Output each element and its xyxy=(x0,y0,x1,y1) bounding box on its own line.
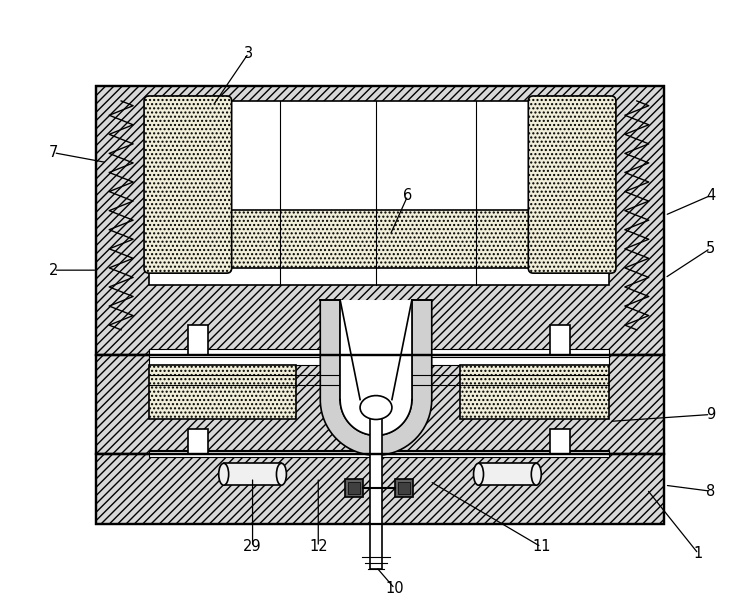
Ellipse shape xyxy=(360,395,392,419)
Bar xyxy=(398,482,410,494)
Bar xyxy=(96,454,664,524)
Bar xyxy=(96,454,664,524)
Bar xyxy=(149,211,609,268)
Text: 1: 1 xyxy=(694,547,703,561)
FancyBboxPatch shape xyxy=(529,96,616,273)
Bar xyxy=(550,325,570,355)
Bar xyxy=(149,349,609,357)
FancyBboxPatch shape xyxy=(144,96,232,273)
Bar xyxy=(348,482,360,494)
Bar xyxy=(149,101,609,285)
Bar xyxy=(345,479,363,497)
Text: 7: 7 xyxy=(49,145,58,160)
Ellipse shape xyxy=(219,463,229,485)
Bar xyxy=(149,355,609,365)
Bar xyxy=(149,365,296,419)
Bar xyxy=(96,355,664,454)
Bar xyxy=(96,86,664,355)
Polygon shape xyxy=(320,300,432,455)
Ellipse shape xyxy=(277,463,287,485)
Bar xyxy=(459,365,609,419)
Bar xyxy=(223,463,281,485)
Bar xyxy=(96,86,664,355)
Bar xyxy=(149,450,609,452)
Bar xyxy=(550,430,570,454)
Polygon shape xyxy=(340,300,412,435)
Bar xyxy=(149,451,609,457)
Text: 4: 4 xyxy=(706,188,715,203)
Bar xyxy=(96,355,664,454)
Text: 12: 12 xyxy=(309,539,328,554)
Text: 3: 3 xyxy=(244,46,253,61)
Bar xyxy=(395,479,413,497)
Bar xyxy=(478,463,536,485)
Text: 8: 8 xyxy=(706,483,715,499)
Text: 10: 10 xyxy=(386,581,405,596)
Text: 6: 6 xyxy=(403,188,413,203)
Bar xyxy=(370,408,382,569)
Text: 9: 9 xyxy=(706,407,715,422)
Ellipse shape xyxy=(474,463,484,485)
Text: 5: 5 xyxy=(706,241,715,256)
Ellipse shape xyxy=(532,463,541,485)
Text: 2: 2 xyxy=(49,263,58,278)
Bar xyxy=(188,430,208,454)
Text: 29: 29 xyxy=(243,539,262,554)
Text: 11: 11 xyxy=(532,539,550,554)
Bar xyxy=(188,325,208,355)
